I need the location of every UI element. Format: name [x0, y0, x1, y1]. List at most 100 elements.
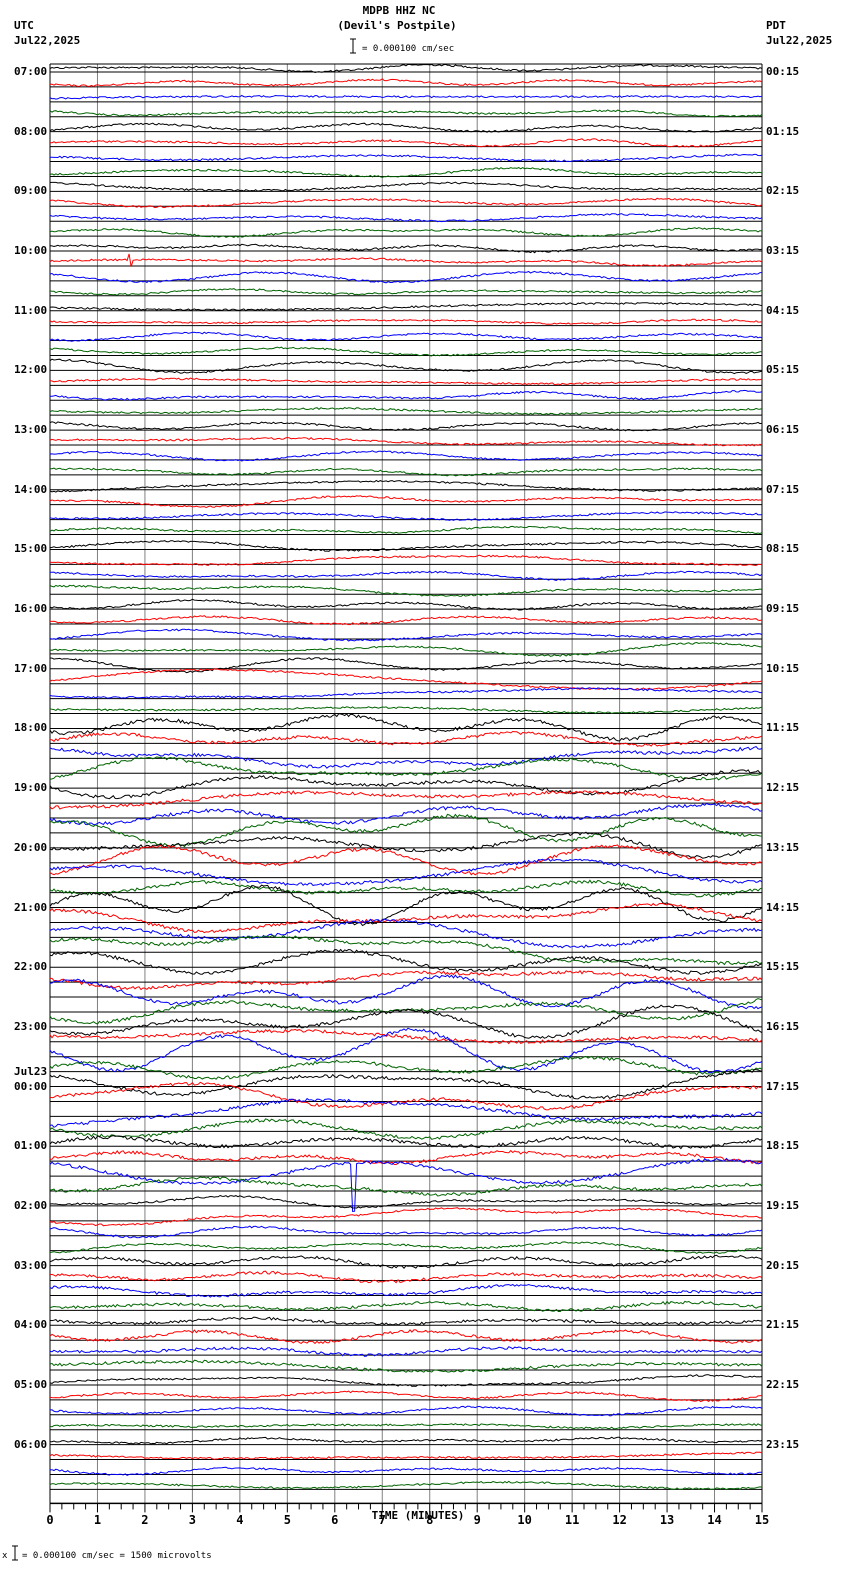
trace-row: [49, 974, 763, 1010]
x-tick-label: 4: [236, 1513, 244, 1528]
trace-row: [49, 270, 762, 284]
trace-row: [49, 1283, 763, 1298]
trace-row: [50, 138, 763, 148]
trace-row: [49, 450, 763, 462]
trace-row: [49, 628, 763, 642]
utc-hour-label: 10:00: [14, 244, 48, 258]
utc-hour-label: 02:00: [14, 1198, 48, 1212]
pdt-hour-label: 09:15: [766, 602, 800, 616]
trace-row: [49, 1176, 763, 1197]
utc-hour-label: 16:00: [14, 602, 48, 616]
utc-hour-label: 04:00: [14, 1318, 48, 1332]
trace-row: [49, 407, 763, 416]
pdt-hour-label: 06:15: [766, 423, 800, 437]
utc-hour-label: 11:00: [14, 303, 48, 317]
utc-hour-label: 05:00: [14, 1377, 48, 1391]
pdt-hour-label: 19:15: [766, 1198, 800, 1212]
trace-row: [49, 1194, 763, 1209]
trace-row: [49, 879, 763, 898]
trace-row: [49, 1241, 763, 1254]
trace-row: [49, 479, 763, 493]
x-tick-label: 11: [564, 1513, 580, 1528]
utc-hour-label: 22:00: [14, 960, 48, 974]
trace-row: [49, 769, 763, 800]
trace-row: [49, 495, 763, 509]
trace-row: [49, 1480, 763, 1491]
trace-row: [49, 227, 763, 238]
trace-row: [49, 167, 763, 178]
utc-hour-label: 18:00: [14, 721, 48, 735]
pdt-hour-label: 21:15: [766, 1318, 800, 1332]
trace-row: [49, 346, 763, 357]
trace-row: [49, 1225, 763, 1239]
x-tick-label: 0: [46, 1513, 54, 1528]
right-date: Jul22,2025: [766, 34, 833, 47]
utc-hour-label: 09:00: [14, 184, 48, 198]
x-tick-label: 14: [707, 1513, 722, 1528]
trace-row: [49, 1254, 763, 1269]
trace-row: [49, 243, 763, 254]
trace-row: [49, 331, 763, 342]
trace-row: [49, 1466, 762, 1476]
pdt-hour-label: 10:15: [766, 661, 800, 675]
trace-row: [49, 1069, 763, 1100]
trace-row: [49, 844, 763, 876]
trace-row: [49, 687, 763, 699]
trace-row: [49, 302, 763, 312]
trace-row: [49, 884, 763, 927]
trace-row: [49, 1300, 763, 1312]
utc-hour-label: 03:00: [14, 1258, 48, 1272]
x-tick-label: 1: [93, 1513, 102, 1528]
seismic-traces: [49, 63, 763, 1491]
utc-hour-label: 07:00: [14, 65, 48, 78]
trace-row: [49, 584, 763, 597]
utc-hour-label: 08:00: [14, 124, 48, 138]
trace-row: [49, 197, 763, 209]
trace-row: [50, 467, 763, 477]
trace-row: [49, 554, 763, 567]
trace-row: [49, 1270, 763, 1284]
pdt-hour-label: 11:15: [766, 721, 800, 735]
trace-row: [49, 94, 763, 100]
trace-row: [49, 831, 762, 859]
trace-row: [50, 730, 763, 747]
x-tick-label: 13: [659, 1513, 675, 1528]
trace-row: [49, 1157, 763, 1212]
x-axis: [49, 1502, 763, 1513]
pdt-hour-label: 13:15: [766, 840, 800, 854]
pdt-hour-label: 07:15: [766, 482, 800, 496]
trace-row: [49, 78, 763, 87]
pdt-hour-label: 03:15: [766, 244, 800, 258]
trace-row: [49, 288, 763, 296]
trace-row: [49, 377, 763, 386]
trace-row: [49, 1390, 763, 1403]
trace-row: [49, 1329, 763, 1345]
trace-row: [49, 858, 763, 887]
trace-row: [49, 153, 763, 163]
trace-row: [49, 598, 763, 611]
trace-row: [49, 790, 763, 810]
station-title: MDPB HHZ NC: [362, 4, 436, 17]
trace-row: [49, 668, 763, 691]
x-tick-label: 6: [331, 1513, 339, 1528]
pdt-hour-label: 17:15: [766, 1079, 800, 1093]
trace-row: [49, 1359, 763, 1373]
left-date: Jul22,2025: [14, 34, 81, 47]
trace-row: [49, 181, 763, 192]
trace-row: [49, 802, 763, 826]
trace-row: [49, 1097, 763, 1128]
x-tick-label: 15: [754, 1513, 770, 1528]
utc-hour-label: 21:00: [14, 900, 48, 914]
x-tick-label: 12: [612, 1513, 627, 1528]
footer-scale-prefix: x: [2, 1551, 8, 1561]
date-change-label: Jul23: [14, 1064, 48, 1078]
trace-row: [49, 511, 763, 521]
pdt-hour-label: 08:15: [766, 542, 800, 556]
trace-row: [49, 1081, 763, 1111]
x-tick-label: 2: [141, 1513, 149, 1528]
utc-hour-label: 23:00: [14, 1019, 48, 1033]
trace-row: [49, 421, 763, 432]
right-timezone: PDT: [766, 19, 786, 32]
utc-hour-label: 20:00: [14, 840, 48, 854]
